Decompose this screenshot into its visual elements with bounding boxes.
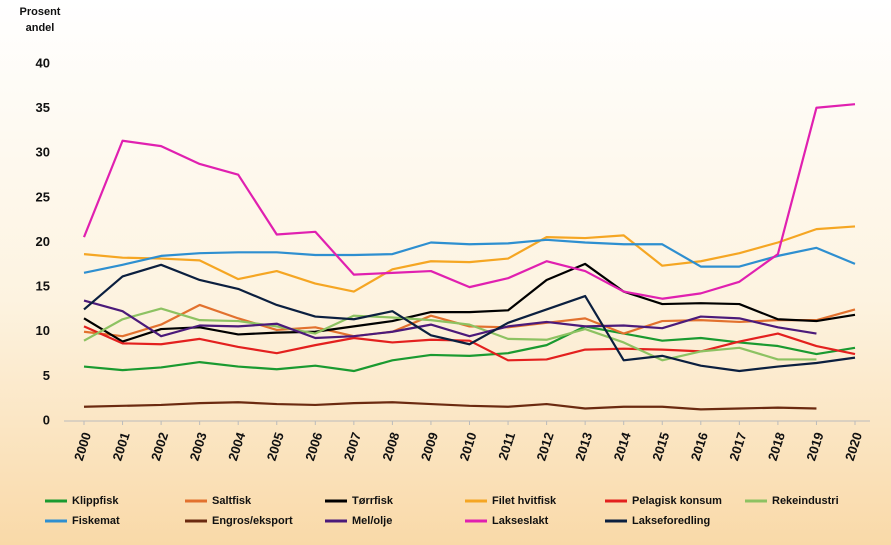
legend-label: Rekeindustri xyxy=(772,495,839,507)
y-tick-label: 20 xyxy=(36,234,50,249)
y-tick-label: 30 xyxy=(36,145,50,160)
legend-label: Mel/olje xyxy=(352,515,392,527)
y-axis-label: andel xyxy=(26,22,55,34)
y-tick-label: 35 xyxy=(36,100,50,115)
legend-label: Saltfisk xyxy=(212,495,252,507)
series-line xyxy=(83,262,856,343)
series-line xyxy=(83,307,817,362)
y-axis-label: Prosent xyxy=(20,6,61,18)
series-line xyxy=(83,263,856,373)
legend-label: Klippfisk xyxy=(72,495,119,507)
legend-label: Engros/eksport xyxy=(212,515,293,527)
series-line xyxy=(83,238,856,274)
y-tick-label: 10 xyxy=(36,323,50,338)
series-line xyxy=(83,401,817,411)
series-line xyxy=(83,225,856,293)
legend-label: Fiskemat xyxy=(72,515,120,527)
legend-label: Lakseslakt xyxy=(492,515,549,527)
series-line xyxy=(82,103,856,300)
legend-label: Lakseforedling xyxy=(632,515,710,527)
series-line xyxy=(83,325,856,362)
legend-label: Tørrfisk xyxy=(352,495,394,507)
legend-label: Pelagisk konsum xyxy=(632,495,722,507)
y-tick-label: 5 xyxy=(43,368,50,383)
legend-label: Filet hvitfisk xyxy=(492,495,557,507)
y-tick-label: 40 xyxy=(36,55,50,70)
series-line xyxy=(83,303,856,338)
y-tick-label: 0 xyxy=(43,412,50,427)
series-line xyxy=(83,299,817,340)
y-tick-label: 15 xyxy=(36,279,50,294)
series-line xyxy=(83,325,856,373)
y-tick-label: 25 xyxy=(36,189,50,204)
